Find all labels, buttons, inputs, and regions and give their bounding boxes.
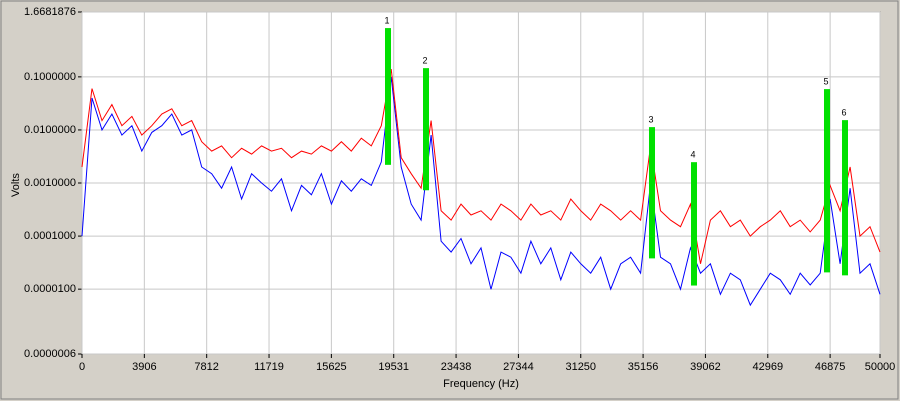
- x-tick-label: 35156: [628, 361, 659, 373]
- y-tick-label: 0.0000006: [24, 348, 76, 360]
- marker-bar: [385, 28, 392, 165]
- marker-bar: [423, 68, 430, 191]
- x-tick-label: 39062: [690, 361, 721, 373]
- y-tick-label: 0.1000000: [24, 71, 76, 83]
- x-tick-label: 46875: [815, 361, 846, 373]
- x-tick-label: 27344: [503, 361, 534, 373]
- marker-label: 4: [690, 150, 695, 160]
- marker-bar: [841, 120, 848, 276]
- y-tick-label: 1.6681876: [24, 6, 76, 18]
- y-tick-label: 0.0001000: [24, 230, 76, 242]
- x-tick-label: 23438: [441, 361, 472, 373]
- x-tick-label: 50000: [865, 361, 896, 373]
- marker-label: 3: [648, 114, 653, 124]
- x-tick-label: 15625: [316, 361, 347, 373]
- y-axis-label: Volts: [10, 173, 22, 197]
- x-tick-label: 3906: [132, 361, 156, 373]
- series-line: [81, 76, 881, 307]
- x-tick-label: 19531: [378, 361, 409, 373]
- marker-label: 5: [823, 76, 828, 86]
- series-line: [81, 69, 881, 264]
- x-axis-label: Frequency (Hz): [443, 378, 519, 390]
- marker-bar: [823, 89, 830, 273]
- x-tick-label: 11719: [254, 361, 284, 373]
- marker-label: 2: [422, 56, 427, 66]
- marker-bar: [648, 127, 655, 259]
- x-tick-label: 7812: [194, 361, 218, 373]
- marker-label: 6: [841, 108, 846, 118]
- marker-bar: [691, 162, 698, 286]
- y-tick-label: 0.0010000: [24, 177, 76, 189]
- x-tick-label: 42969: [752, 361, 783, 373]
- x-tick-label: 31250: [565, 361, 596, 373]
- y-tick-label: 0.0100000: [24, 124, 76, 136]
- x-tick-label: 0: [79, 361, 85, 373]
- y-tick-label: 0.0000100: [24, 283, 76, 295]
- marker-label: 1: [384, 15, 389, 25]
